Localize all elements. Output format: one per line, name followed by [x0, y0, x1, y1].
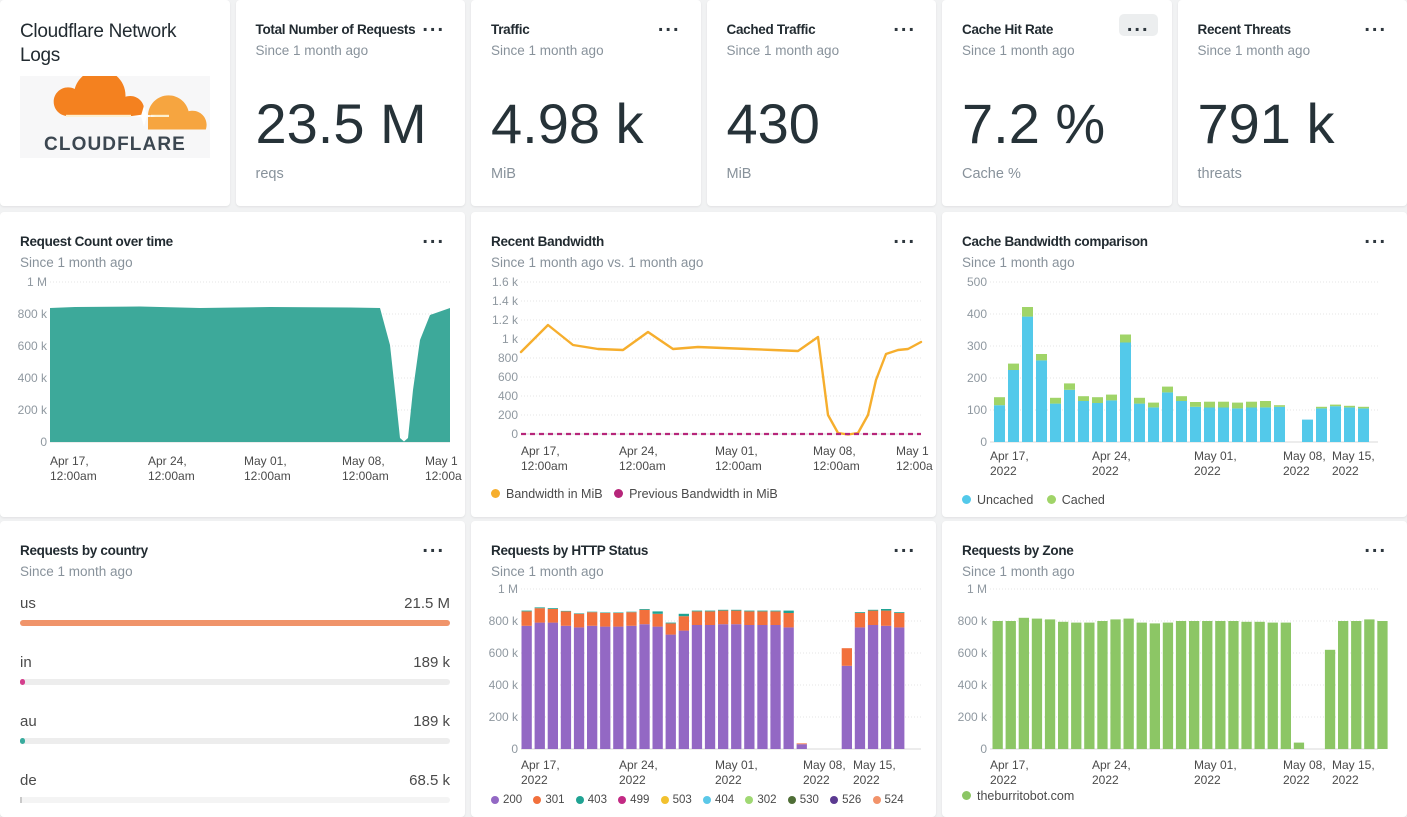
svg-text:May 08,: May 08,	[342, 454, 385, 468]
svg-text:2022: 2022	[715, 773, 742, 787]
svg-text:May 01,: May 01,	[244, 454, 287, 468]
svg-text:12:00am: 12:00am	[619, 459, 666, 473]
svg-text:May 08,: May 08,	[813, 444, 856, 458]
svg-text:May 01,: May 01,	[1194, 758, 1237, 772]
svg-text:200: 200	[967, 371, 987, 385]
svg-text:2022: 2022	[1332, 773, 1359, 787]
svg-text:12:00a: 12:00a	[896, 459, 933, 473]
svg-text:1 k: 1 k	[502, 332, 519, 346]
svg-text:400 k: 400 k	[489, 678, 519, 692]
svg-text:0: 0	[511, 427, 518, 441]
svg-text:2022: 2022	[619, 773, 646, 787]
svg-text:500: 500	[967, 275, 987, 289]
svg-text:2022: 2022	[803, 773, 830, 787]
svg-text:12:00am: 12:00am	[715, 459, 762, 473]
svg-text:May 15,: May 15,	[1332, 758, 1375, 772]
svg-text:Apr 24,: Apr 24,	[1092, 758, 1131, 772]
svg-text:12:00am: 12:00am	[813, 459, 860, 473]
svg-text:May 01,: May 01,	[1194, 449, 1237, 463]
svg-text:May 1: May 1	[896, 444, 929, 458]
svg-text:May 15,: May 15,	[853, 758, 896, 772]
svg-text:200 k: 200 k	[489, 710, 519, 724]
svg-text:600 k: 600 k	[958, 646, 988, 660]
svg-text:1 M: 1 M	[498, 582, 518, 596]
svg-text:800 k: 800 k	[489, 614, 519, 628]
svg-text:Apr 17,: Apr 17,	[990, 758, 1029, 772]
svg-text:12:00am: 12:00am	[342, 469, 389, 483]
svg-text:May 08,: May 08,	[1283, 758, 1326, 772]
svg-text:100: 100	[967, 403, 987, 417]
svg-text:0: 0	[40, 435, 47, 449]
svg-text:600 k: 600 k	[18, 339, 48, 353]
svg-text:400: 400	[967, 307, 987, 321]
svg-text:800 k: 800 k	[18, 307, 48, 321]
svg-text:200 k: 200 k	[958, 710, 988, 724]
svg-text:400 k: 400 k	[18, 371, 48, 385]
svg-text:200: 200	[498, 408, 518, 422]
svg-text:2022: 2022	[1194, 773, 1221, 787]
svg-text:Apr 24,: Apr 24,	[619, 758, 658, 772]
svg-text:CLOUDFLARE: CLOUDFLARE	[44, 134, 186, 155]
svg-text:1.2 k: 1.2 k	[492, 313, 519, 327]
svg-text:12:00am: 12:00am	[521, 459, 568, 473]
svg-text:2022: 2022	[1283, 464, 1310, 478]
svg-text:800 k: 800 k	[958, 614, 988, 628]
svg-text:2022: 2022	[1092, 464, 1119, 478]
svg-text:200 k: 200 k	[18, 403, 48, 417]
svg-text:Apr 17,: Apr 17,	[50, 454, 89, 468]
svg-text:0: 0	[980, 742, 987, 756]
svg-text:May 1: May 1	[425, 454, 458, 468]
svg-text:1 M: 1 M	[967, 582, 987, 596]
svg-text:1 M: 1 M	[27, 275, 47, 289]
svg-text:12:00am: 12:00am	[148, 469, 195, 483]
svg-text:12:00am: 12:00am	[50, 469, 97, 483]
svg-text:Apr 24,: Apr 24,	[148, 454, 187, 468]
svg-text:1.6 k: 1.6 k	[492, 275, 519, 289]
svg-text:May 15,: May 15,	[1332, 449, 1375, 463]
svg-text:May 01,: May 01,	[715, 444, 758, 458]
svg-text:800: 800	[498, 351, 518, 365]
svg-text:0: 0	[980, 435, 987, 449]
svg-text:400 k: 400 k	[958, 678, 988, 692]
svg-text:300: 300	[967, 339, 987, 353]
svg-text:Apr 17,: Apr 17,	[521, 758, 560, 772]
svg-text:May 08,: May 08,	[1283, 449, 1326, 463]
svg-text:2022: 2022	[990, 773, 1017, 787]
svg-text:0: 0	[511, 742, 518, 756]
svg-text:2022: 2022	[853, 773, 880, 787]
svg-text:Apr 24,: Apr 24,	[1092, 449, 1131, 463]
svg-text:2022: 2022	[1332, 464, 1359, 478]
svg-text:2022: 2022	[1194, 464, 1221, 478]
svg-text:Apr 17,: Apr 17,	[521, 444, 560, 458]
svg-text:May 01,: May 01,	[715, 758, 758, 772]
svg-text:2022: 2022	[521, 773, 548, 787]
svg-text:Apr 24,: Apr 24,	[619, 444, 658, 458]
svg-text:12:00a: 12:00a	[425, 469, 462, 483]
svg-text:1.4 k: 1.4 k	[492, 294, 519, 308]
svg-text:400: 400	[498, 389, 518, 403]
svg-text:600 k: 600 k	[489, 646, 519, 660]
svg-text:Apr 17,: Apr 17,	[990, 449, 1029, 463]
svg-text:2022: 2022	[1283, 773, 1310, 787]
svg-text:2022: 2022	[990, 464, 1017, 478]
svg-text:2022: 2022	[1092, 773, 1119, 787]
svg-text:12:00am: 12:00am	[244, 469, 291, 483]
svg-text:600: 600	[498, 370, 518, 384]
svg-text:May 08,: May 08,	[803, 758, 846, 772]
